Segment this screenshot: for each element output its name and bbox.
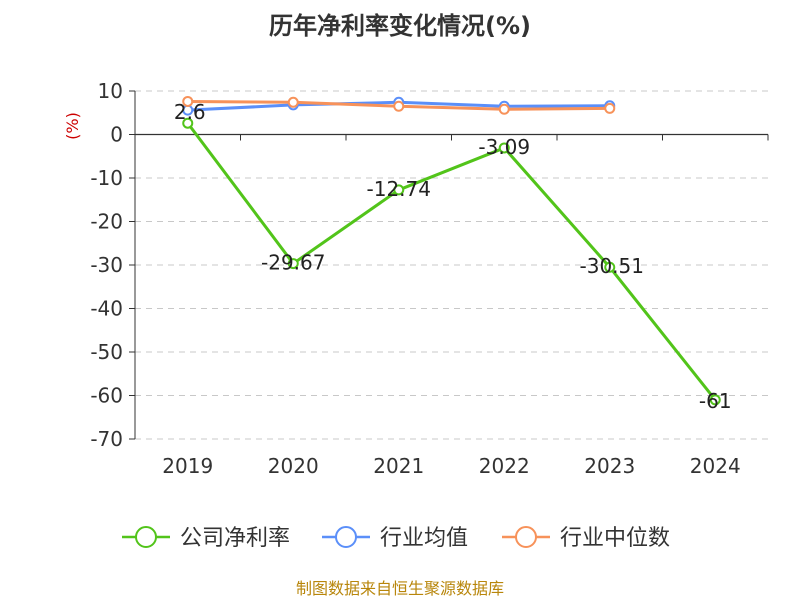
y-axis-ticks: 10 0 -10 -20 -30 -40 -50 -60 -70 [90, 79, 135, 451]
data-point [604, 261, 616, 273]
legend-label: 行业中位数 [560, 526, 670, 551]
y-tick-label: -50 [90, 340, 123, 364]
x-tick-label: 2019 [162, 454, 213, 478]
data-label: -12.74 [367, 177, 431, 201]
y-tick-label: -60 [90, 384, 123, 408]
data-label: -3.09 [478, 135, 530, 159]
x-tick-label: 2024 [690, 454, 741, 478]
y-tick-label: -40 [90, 297, 123, 321]
y-tick-label: -70 [90, 427, 123, 451]
data-labels: 2.6 -29.67 -12.74 -3.09 -30.51 -61 [174, 100, 732, 413]
legend-item[interactable]: 行业均值 [322, 526, 468, 551]
x-tick-label: 2020 [268, 454, 319, 478]
legend-swatch-marker [135, 526, 157, 548]
x-tick-label: 2022 [479, 454, 530, 478]
legend-item[interactable]: 行业中位数 [502, 526, 670, 551]
series-line-0 [186, 122, 717, 401]
data-label: -61 [699, 389, 732, 413]
axes [134, 91, 768, 439]
chart-title: 历年净利率变化情况(%) [269, 12, 531, 40]
data-point [182, 95, 194, 107]
data-point [393, 100, 405, 112]
data-point [498, 142, 510, 154]
data-label: 2.6 [174, 100, 206, 124]
data-point [604, 102, 616, 114]
x-tick-label: 2021 [373, 454, 424, 478]
data-point [287, 96, 299, 108]
y-tick-label: 10 [98, 79, 123, 103]
data-point [287, 258, 299, 270]
y-tick-label: -30 [90, 253, 123, 277]
data-point [182, 117, 194, 129]
data-point [393, 184, 405, 196]
data-label: -30.51 [580, 254, 644, 278]
legend-swatch-marker [335, 526, 357, 548]
legend-label: 行业均值 [380, 526, 468, 551]
source-note: 制图数据来自恒生聚源数据库 [296, 579, 504, 598]
y-tick-label: -20 [90, 210, 123, 234]
y-axis-unit: (%) [63, 112, 82, 140]
y-tick-label: 0 [110, 123, 123, 147]
x-axis-ticks: 2019 2020 2021 2022 2023 2024 [134, 134, 769, 478]
legend-item[interactable]: 公司净利率 [122, 526, 290, 551]
y-tick-label: -10 [90, 166, 123, 190]
legend[interactable]: 公司净利率 行业均值 行业中位数 [122, 526, 670, 551]
data-point [498, 103, 510, 115]
series-lines [182, 95, 721, 406]
legend-label: 公司净利率 [180, 526, 290, 551]
grid-lines [135, 90, 768, 440]
data-point [709, 394, 721, 406]
data-label: -29.67 [261, 251, 325, 275]
legend-swatch-marker [515, 526, 537, 548]
x-tick-label: 2023 [584, 454, 635, 478]
